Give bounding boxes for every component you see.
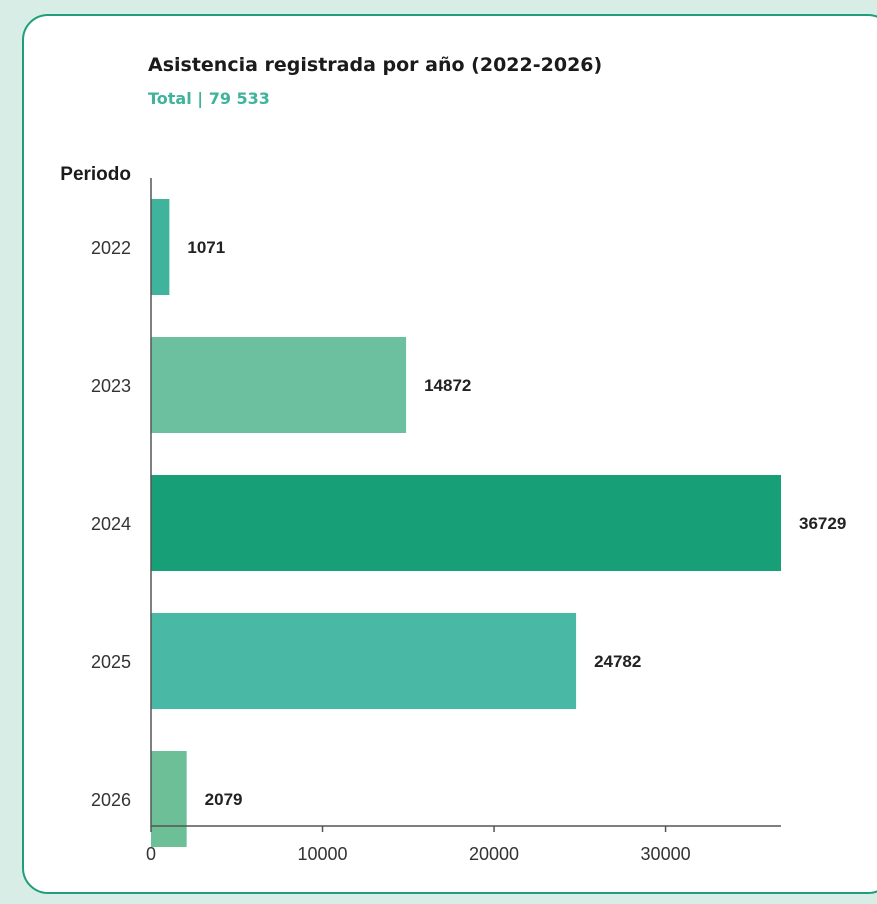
x-tick-label-20000: 20000: [469, 844, 519, 864]
bar-2024: [151, 475, 781, 571]
value-labels-group: 1071 14872 36729 24782 2079: [187, 238, 846, 809]
bar-2026: [151, 751, 187, 847]
x-tick-label-0: 0: [146, 844, 156, 864]
chart-title: Asistencia registrada por año (2022-2026…: [148, 54, 603, 76]
value-label-2024: 36729: [799, 514, 846, 533]
x-tick-label-30000: 30000: [641, 844, 691, 864]
chart-subtitle: Total | 79 533: [148, 89, 270, 108]
bar-2022: [151, 199, 170, 295]
x-ticks-group: 0 10000 20000 30000: [146, 826, 691, 864]
category-label-2024: 2024: [91, 514, 131, 534]
value-label-2023: 14872: [424, 376, 471, 395]
bar-2025: [151, 613, 577, 709]
value-label-2025: 24782: [594, 652, 641, 671]
bars-group: [151, 199, 781, 847]
x-tick-label-10000: 10000: [297, 844, 347, 864]
chart-card: [22, 14, 877, 894]
value-label-2026: 2079: [205, 790, 243, 809]
y-axis-label: Periodo: [60, 164, 131, 185]
bar-2023: [151, 337, 407, 433]
value-label-2022: 1071: [187, 238, 225, 257]
category-label-2022: 2022: [91, 238, 131, 258]
category-label-2025: 2025: [91, 652, 131, 672]
category-labels-group: 2022 2023 2024 2025 2026: [91, 238, 131, 810]
category-label-2023: 2023: [91, 376, 131, 396]
category-label-2026: 2026: [91, 790, 131, 810]
